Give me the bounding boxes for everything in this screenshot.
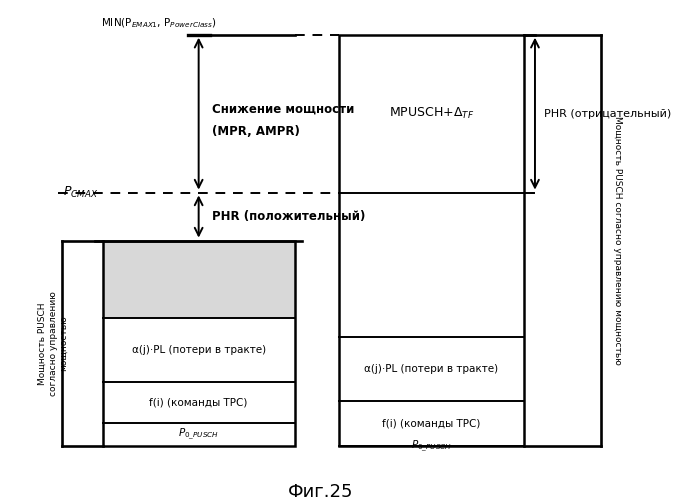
Text: P$_{CMAX}$: P$_{CMAX}$ bbox=[63, 185, 99, 200]
Text: Мощность PUSCH согласно управлению мощностью: Мощность PUSCH согласно управлению мощно… bbox=[613, 116, 622, 365]
Text: f(i) (команды TPC): f(i) (команды TPC) bbox=[382, 418, 481, 428]
Text: α(j)·PL (потери в тракте): α(j)·PL (потери в тракте) bbox=[364, 364, 499, 374]
Text: P$_{0\_PUSCH}$: P$_{0\_PUSCH}$ bbox=[411, 438, 452, 454]
Bar bbox=[103, 240, 295, 446]
Text: (MPR, AMPR): (MPR, AMPR) bbox=[212, 126, 300, 138]
Bar bbox=[103, 240, 295, 318]
Text: Снижение мощности: Снижение мощности bbox=[212, 102, 354, 116]
Text: PHR (отрицательный): PHR (отрицательный) bbox=[544, 108, 671, 118]
Text: PHR (положительный): PHR (положительный) bbox=[212, 210, 365, 223]
Text: Фиг.25: Фиг.25 bbox=[288, 483, 353, 500]
Text: MPUSCH+Δ$_{TF}$: MPUSCH+Δ$_{TF}$ bbox=[389, 106, 474, 121]
Text: α(j)·PL (потери в тракте): α(j)·PL (потери в тракте) bbox=[132, 345, 266, 355]
Bar bbox=[339, 35, 524, 446]
Text: Мощность PUSCH
согласно управлению
мощностью: Мощность PUSCH согласно управлению мощно… bbox=[38, 291, 68, 396]
Text: P$_{0\_PUSCH}$: P$_{0\_PUSCH}$ bbox=[178, 427, 219, 442]
Text: f(i) (команды TPC): f(i) (команды TPC) bbox=[150, 398, 248, 408]
Text: MIN(P$_{EMAX1}$, P$_{PowerClass}$): MIN(P$_{EMAX1}$, P$_{PowerClass}$) bbox=[101, 16, 216, 30]
